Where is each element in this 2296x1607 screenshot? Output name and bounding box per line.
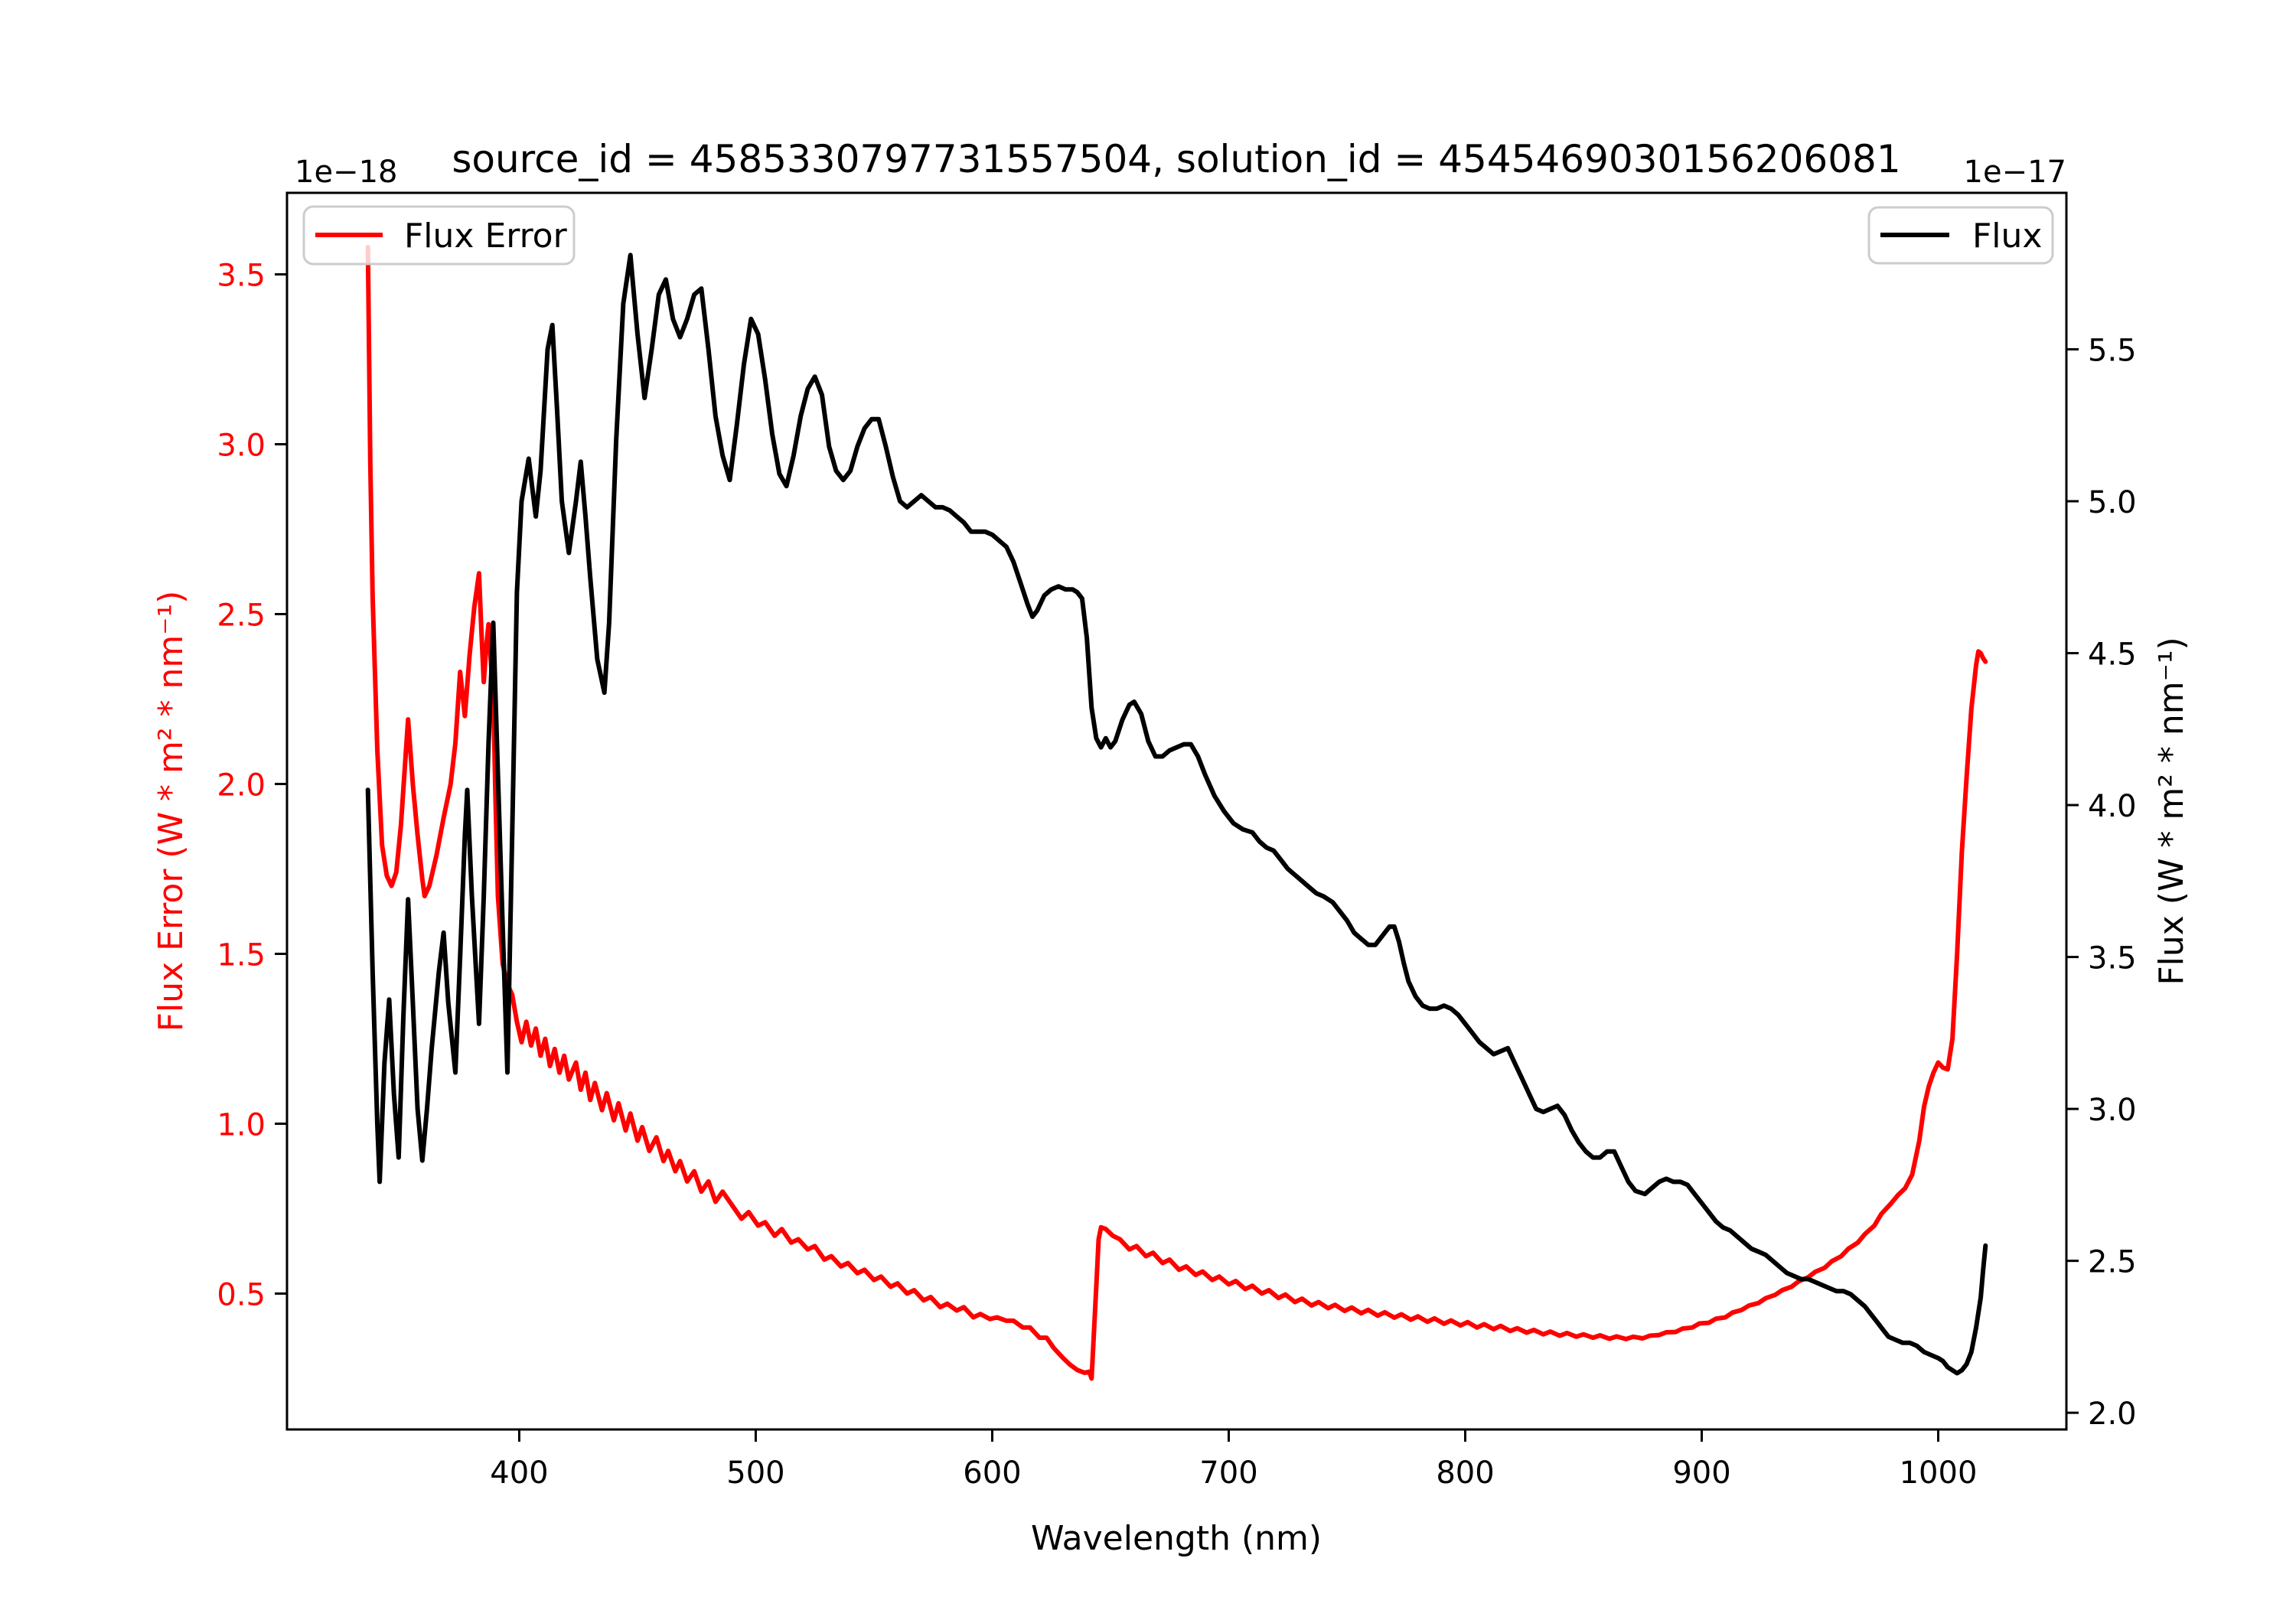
legend-flux-error-label: Flux Error <box>404 217 568 256</box>
legend-flux-box <box>1867 206 2054 265</box>
flux-curve <box>365 253 1988 1376</box>
right-tick-label: 4.5 <box>2088 637 2137 673</box>
flux-error-curve <box>365 245 1988 1381</box>
left-tick-label: 3.0 <box>217 429 266 464</box>
x-tick-label: 1000 <box>1900 1455 1978 1491</box>
left-tick-label: 0.5 <box>217 1277 266 1312</box>
x-axis-ticks: 400 500 600 700 800 900 1000 <box>490 1429 1977 1491</box>
legend-flux: Flux <box>1867 206 2054 265</box>
left-tick-label: 1.5 <box>217 937 266 973</box>
x-tick-label: 600 <box>963 1455 1021 1491</box>
x-tick-label: 500 <box>726 1455 784 1491</box>
legend-flux-error-box <box>302 205 576 266</box>
left-tick-label: 2.0 <box>217 768 266 803</box>
right-tick-label: 3.0 <box>2088 1093 2137 1128</box>
right-y-axis-label: Flux (W * m² * nm⁻¹) <box>2152 637 2191 985</box>
chart-title: source_id = 4585330797731557504, solutio… <box>452 137 1900 181</box>
plot-frame <box>285 191 2068 1431</box>
legend-flux-label: Flux <box>1972 217 2042 256</box>
right-tick-label: 5.5 <box>2088 333 2137 368</box>
x-tick-label: 400 <box>490 1455 548 1491</box>
left-tick-label: 1.0 <box>217 1107 266 1143</box>
x-axis-label: Wavelength (nm) <box>1031 1519 1322 1558</box>
left-axis-ticks: 0.5 1.0 1.5 2.0 2.5 3.0 3.5 <box>217 259 287 1312</box>
left-y-axis-label: Flux Error (W * m² * nm⁻¹) <box>152 591 191 1032</box>
right-tick-label: 5.0 <box>2088 485 2137 520</box>
right-axis-offset-text: 1e−17 <box>1964 155 2066 190</box>
right-tick-label: 4.0 <box>2088 789 2137 824</box>
x-tick-label: 800 <box>1436 1455 1494 1491</box>
left-tick-label: 2.5 <box>217 598 266 634</box>
x-tick-label: 900 <box>1672 1455 1730 1491</box>
curves <box>365 245 1988 1381</box>
left-tick-label: 3.5 <box>217 259 266 294</box>
left-axis-offset-text: 1e−18 <box>295 155 397 190</box>
legend-flux-error: Flux Error <box>302 205 576 266</box>
right-tick-label: 3.5 <box>2088 941 2137 976</box>
right-tick-label: 2.5 <box>2088 1245 2137 1280</box>
right-axis-ticks: 2.0 2.5 3.0 3.5 4.0 4.5 5.0 5.5 <box>2066 333 2137 1432</box>
x-tick-label: 700 <box>1199 1455 1257 1491</box>
right-tick-label: 2.0 <box>2088 1397 2137 1432</box>
